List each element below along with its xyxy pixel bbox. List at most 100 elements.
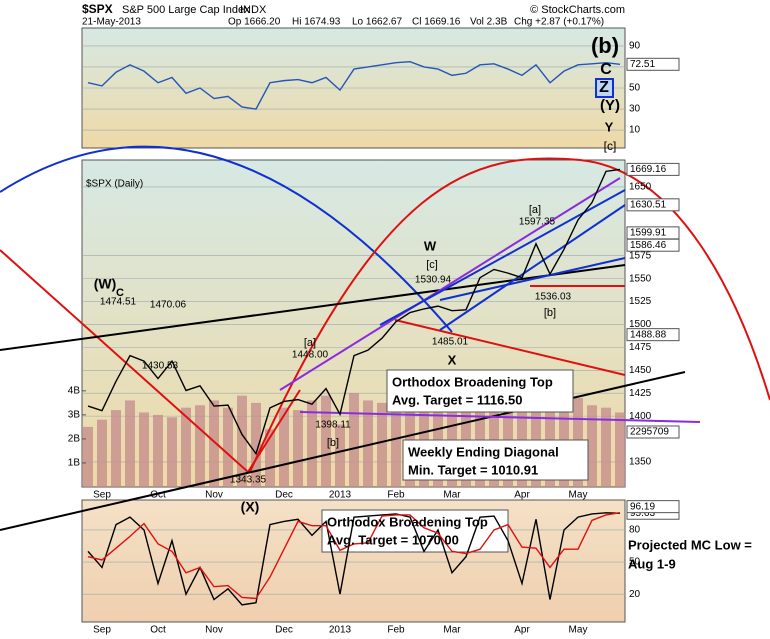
volume-bar: [265, 429, 275, 487]
x-tick-label: Apr: [514, 625, 530, 636]
annotation: [c]: [426, 259, 438, 271]
y-tick-label: 1400: [629, 411, 652, 422]
quote-field: Lo 1662.67: [352, 17, 402, 28]
annotation: Avg. Target = 1116.50: [392, 392, 522, 407]
x-tick-label: Apr: [514, 490, 530, 501]
annotation: (b): [591, 33, 619, 58]
x-tick-label: May: [569, 490, 588, 501]
volume-bar: [349, 393, 359, 487]
volume-tick-label: 3B: [68, 410, 81, 421]
annotation: [a]: [304, 337, 316, 349]
volume-bar: [223, 407, 233, 487]
quote-field: Chg +2.87 (+0.17%): [514, 17, 604, 28]
value-label: 1630.51: [630, 199, 667, 210]
x-tick-label: Mar: [443, 490, 461, 501]
annotation: 1536.03: [535, 292, 572, 303]
annotation: (W): [94, 276, 117, 292]
quote-field: Hi 1674.93: [292, 17, 341, 28]
annotation: 1597.35: [519, 217, 556, 228]
volume-tick-label: 2B: [68, 434, 81, 445]
y-tick-label: 1425: [629, 388, 652, 399]
annotation: C: [116, 287, 124, 299]
annotation: Projected MC Low =: [628, 537, 752, 552]
x-tick-label: Feb: [387, 490, 405, 501]
value-label: 1599.91: [630, 228, 667, 239]
annotation: Min. Target = 1010.91: [408, 462, 538, 477]
annotation: W: [424, 238, 437, 253]
annotation: Avg. Target = 1070.00: [327, 532, 459, 547]
x-tick-label: Feb: [387, 625, 405, 636]
x-tick-label: Mar: [443, 625, 461, 636]
volume-bar: [125, 400, 135, 487]
source: © StockCharts.com: [530, 4, 625, 16]
volume-tick-label: 1B: [68, 458, 81, 469]
x-tick-label: 2013: [329, 490, 352, 501]
annotation: 1398.11: [315, 420, 351, 431]
annotation: X: [448, 352, 457, 367]
volume-bar: [251, 402, 261, 487]
volume-bar: [83, 426, 93, 487]
annotation: Weekly Ending Diagonal: [408, 444, 559, 459]
volume-bar: [377, 402, 387, 487]
index-name: S&P 500 Large Cap Index: [122, 4, 250, 16]
y-tick-label: 1575: [629, 250, 652, 261]
volume-bar: [167, 417, 177, 487]
y-tick-label: 90: [629, 41, 641, 52]
annotation: C: [600, 61, 612, 78]
y-tick-label: 1350: [629, 457, 652, 468]
y-tick-label: 50: [629, 83, 641, 94]
y-tick-label: 1525: [629, 296, 652, 307]
x-tick-label: Oct: [150, 625, 166, 636]
series-line: [87, 511, 621, 600]
annotation: 1530.94: [415, 275, 452, 286]
annotation: [c]: [604, 139, 617, 153]
volume-bar: [335, 424, 345, 487]
x-tick-label: Dec: [275, 490, 293, 501]
annotation: Orthodox Broadening Top: [327, 514, 488, 529]
symbol: $SPX: [82, 2, 113, 16]
quote-field: Op 1666.20: [228, 17, 281, 28]
value-box: [626, 500, 680, 514]
annotation: (Y): [600, 97, 620, 114]
annotation: 1448.00: [292, 350, 329, 361]
x-tick-label: Sep: [93, 625, 111, 636]
annotation: 1343.35: [230, 475, 267, 486]
volume-bar: [587, 405, 597, 487]
annotation-box: [402, 439, 589, 481]
quote-field: Cl 1669.16: [412, 17, 461, 28]
annotation: 1474.51: [100, 297, 137, 308]
y-tick-label: 10: [629, 125, 641, 136]
value-label: 72.51: [630, 59, 655, 70]
x-tick-label: 2013: [329, 625, 352, 636]
annotation: Aug 1-9: [628, 556, 676, 571]
y-tick-label: 50: [629, 557, 641, 568]
x-tick-label: Nov: [205, 490, 223, 501]
value-label: 95.63: [630, 508, 655, 519]
value-box: [626, 162, 680, 176]
value-box: [626, 198, 680, 212]
annotation: 1430.53: [142, 361, 179, 372]
y-tick-label: 1500: [629, 319, 652, 330]
series-line: [87, 168, 621, 456]
volume-bar: [321, 395, 331, 487]
value-label: 96.19: [630, 501, 655, 512]
x-tick-label: Dec: [275, 625, 293, 636]
x-tick-label: May: [569, 625, 588, 636]
value-box: [626, 57, 680, 71]
annotation: 1485.01: [432, 337, 469, 348]
volume-bar: [237, 395, 247, 487]
volume-bar: [139, 412, 149, 487]
value-box: [626, 238, 680, 252]
volume-bar: [363, 400, 373, 487]
x-tick-label: Oct: [150, 490, 166, 501]
value-label: 1669.16: [630, 164, 667, 175]
value-label: 1586.46: [630, 240, 667, 251]
y-tick-label: 1650: [629, 182, 652, 193]
quote-field: Vol 2.3B: [470, 17, 508, 28]
volume-bar: [153, 414, 163, 487]
annotation-box: [595, 78, 614, 98]
y-tick-label: 20: [629, 589, 641, 600]
exchange: INDX: [240, 4, 267, 16]
trendlines: [0, 145, 770, 531]
x-tick-label: Nov: [205, 625, 223, 636]
